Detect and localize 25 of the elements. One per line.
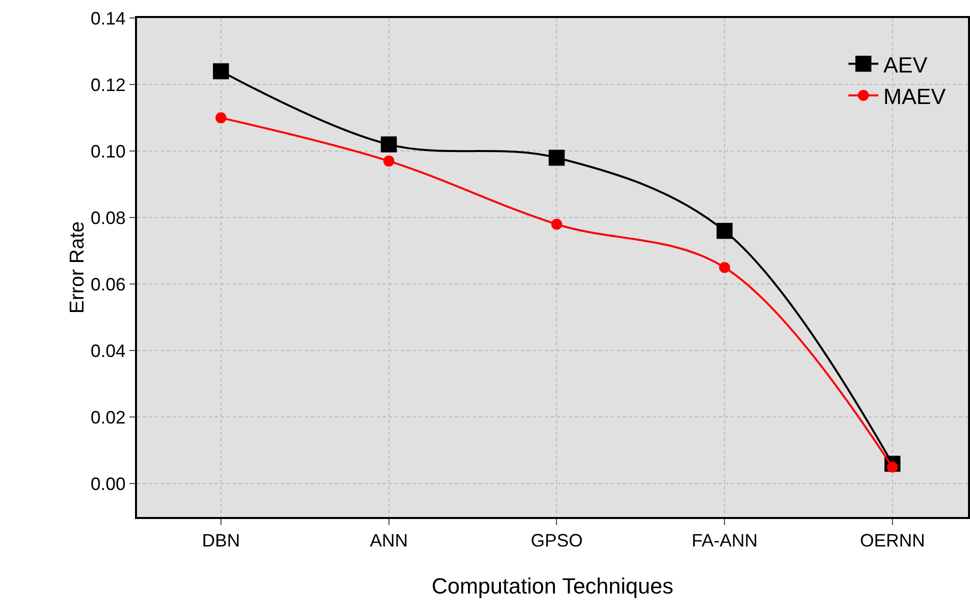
- x-tick-label: DBN: [202, 530, 240, 550]
- point: [383, 156, 394, 167]
- legend-label: AEV: [883, 52, 928, 78]
- y-axis-title: Error Rate: [66, 221, 89, 314]
- y-tick-label: 0.06: [90, 274, 126, 294]
- y-tick-label: 0.12: [90, 74, 126, 95]
- x-tick-label: ANN: [370, 530, 408, 550]
- y-tick-label: 0.08: [90, 208, 126, 228]
- y-tick-label: 0.14: [90, 8, 126, 28]
- point: [548, 150, 565, 166]
- point: [215, 112, 226, 124]
- x-axis-title: Computation Techniques: [432, 574, 674, 598]
- x-tick-label: OERNN: [860, 530, 925, 550]
- point: [380, 136, 397, 152]
- point: [212, 63, 229, 80]
- y-tick-label: 0.00: [90, 474, 126, 494]
- legend-label: MAEV: [883, 84, 946, 109]
- x-tick-label: FA-ANN: [692, 530, 758, 550]
- y-tick-label: 0.10: [90, 141, 126, 162]
- y-tick-label: 0.04: [90, 340, 126, 361]
- point: [719, 262, 730, 273]
- point: [551, 218, 562, 230]
- x-tick-label: GPSO: [530, 530, 583, 550]
- y-tick-label: 0.02: [90, 408, 126, 428]
- point: [716, 222, 733, 239]
